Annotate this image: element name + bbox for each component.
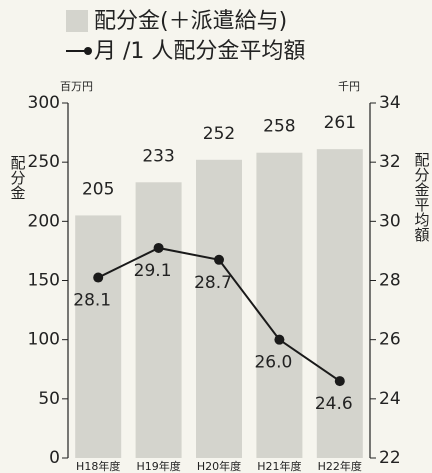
bar (316, 149, 363, 458)
line-marker (153, 242, 164, 253)
x-tick-label: H19年度 (136, 459, 180, 473)
x-tick-label: H21年度 (257, 459, 301, 473)
bar-value-label: 261 (324, 113, 356, 133)
legend-marker (84, 47, 92, 55)
line-value-label: 29.1 (134, 261, 172, 281)
line-value-label: 28.1 (73, 291, 111, 311)
legend-swatch (66, 10, 88, 32)
line-value-label: 26.0 (254, 353, 292, 373)
bar (135, 182, 182, 459)
line-marker (274, 334, 285, 345)
line-marker (214, 254, 224, 265)
y2-unit: 千円 (338, 80, 360, 93)
y-tick-label: 250 (28, 152, 60, 172)
y-tick-label: 100 (28, 330, 60, 350)
legend-label: 月 /1 人配分金平均額 (94, 39, 305, 64)
y-axis-label: 配分金 (9, 155, 27, 200)
y-tick-label: 150 (28, 271, 60, 291)
y2-tick-label: 28 (379, 271, 401, 291)
bar (196, 159, 242, 459)
y-tick-label: 300 (28, 93, 60, 113)
line-marker (93, 272, 104, 283)
y-tick-label: 0 (49, 448, 60, 468)
x-tick-label: H22年度 (318, 459, 362, 473)
x-tick-label: H20年度 (197, 459, 241, 473)
bar-value-label: 233 (142, 146, 174, 166)
y2-tick-label: 26 (379, 330, 401, 350)
y2-tick-label: 22 (379, 448, 401, 468)
x-tick-label: H18年度 (76, 459, 120, 473)
bar (256, 152, 303, 458)
line-value-label: 24.6 (315, 394, 353, 414)
legend-label: 配分金(＋派遣給与) (94, 9, 287, 34)
bar-value-label: 205 (82, 179, 114, 199)
y-tick-label: 200 (28, 211, 60, 231)
y2-tick-label: 32 (379, 152, 401, 172)
y-tick-label: 50 (38, 389, 60, 409)
bar-value-label: 258 (263, 117, 295, 137)
bar-value-label: 252 (203, 124, 235, 144)
y2-tick-label: 30 (379, 211, 401, 231)
y2-axis-label: 配分金平均額 (413, 152, 431, 242)
y2-tick-label: 24 (379, 389, 401, 409)
line-marker (334, 376, 345, 387)
y2-tick-label: 34 (379, 93, 401, 113)
line-value-label: 28.7 (194, 273, 232, 293)
y-unit: 百万円 (60, 80, 93, 93)
bar (75, 215, 122, 458)
